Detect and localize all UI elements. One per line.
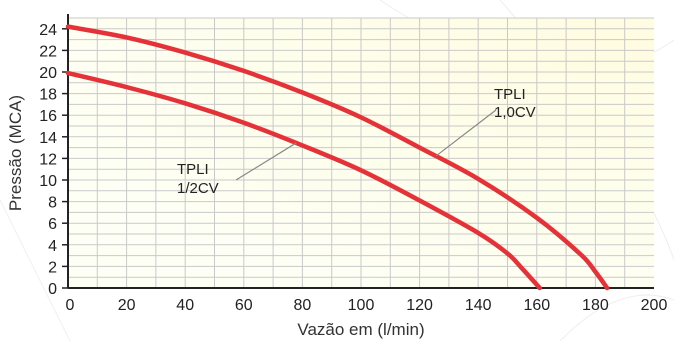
series-line-tpli-1-2cv (65, 70, 542, 291)
x-tick-label: 20 (118, 297, 136, 314)
y-tick-label: 8 (48, 195, 57, 212)
annotations: TPLI 1,0CV TPLI 1/2CV (177, 86, 536, 197)
annotation-1-2cv-line2: 1/2CV (177, 180, 219, 197)
y-tick-label: 24 (39, 22, 57, 39)
annotation-1-0cv-line1: TPLI (494, 86, 526, 103)
y-tick-label: 22 (39, 43, 57, 60)
y-tick-label: 0 (48, 281, 57, 298)
x-tick-label: 100 (348, 297, 375, 314)
y-axis-title: Pressão (MCA) (6, 95, 25, 211)
x-tick-label: 180 (582, 297, 609, 314)
annotation-1-2cv-line1: TPLI (177, 161, 209, 178)
annotation-1-0cv-line2: 1,0CV (494, 104, 536, 121)
y-tick-label: 16 (39, 108, 57, 125)
x-tick-label: 120 (406, 297, 433, 314)
y-tick-label: 2 (48, 259, 57, 276)
y-tick-label: 14 (39, 130, 57, 147)
y-tick-label: 12 (39, 151, 57, 168)
series-line-tpli-1-0cv (65, 24, 610, 291)
series-layer (65, 24, 610, 291)
y-tick-label: 20 (39, 65, 57, 82)
y-tick-label: 4 (48, 238, 57, 255)
axes (62, 14, 654, 289)
x-tick-label: 140 (465, 297, 492, 314)
leader-line-1-2cv (235, 142, 297, 181)
x-tick-label: 200 (641, 297, 668, 314)
y-tick-label: 6 (48, 216, 57, 233)
x-tick-label: 80 (294, 297, 312, 314)
x-axis-title: Vazão em (l/min) (297, 320, 424, 339)
grid (68, 17, 654, 288)
x-tick-label: 0 (66, 297, 75, 314)
x-tick-label: 160 (523, 297, 550, 314)
y-tick-label: 10 (39, 173, 57, 190)
x-tick-label: 60 (235, 297, 253, 314)
x-tick-labels: 0 20 40 60 80 100 120 140 160 180 200 (66, 297, 668, 314)
y-tick-label: 18 (39, 87, 57, 104)
x-tick-label: 40 (176, 297, 194, 314)
leader-line-1-0cv (435, 109, 497, 157)
